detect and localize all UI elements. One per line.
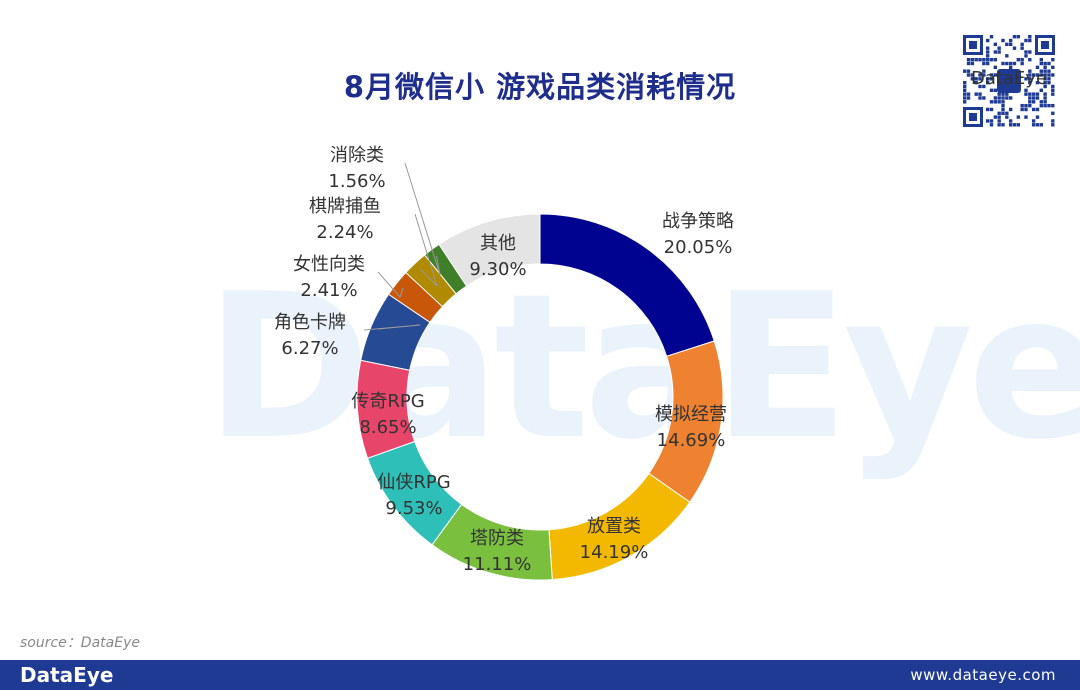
svg-text:DataEye: DataEye [971, 68, 1047, 89]
slice-label-5: 传奇RPG [351, 391, 424, 412]
slice-value-3: 11.11% [463, 554, 532, 575]
slice-10 [438, 213, 541, 287]
footer-url: www.dataeye.com [910, 666, 1056, 684]
slice-value-5: 8.65% [359, 417, 416, 438]
slice-label-1: 模拟经营 [655, 404, 727, 425]
slice-label-0: 战争策略 [662, 211, 734, 232]
slice-label-8: 棋牌捕鱼 [309, 196, 381, 217]
slice-0 [539, 213, 715, 357]
slice-label-3: 塔防类 [470, 528, 524, 549]
source-note: source：DataEye [20, 635, 140, 651]
chart-title: 8月微信小 游戏品类消耗情况 [343, 70, 737, 104]
slice-value-4: 9.53% [385, 498, 442, 519]
leader-line-6 [363, 324, 421, 331]
leader-lines-group [363, 162, 441, 331]
slice-label-2: 放置类 [587, 516, 641, 537]
slice-value-2: 14.19% [580, 542, 649, 563]
slice-value-6: 6.27% [281, 338, 338, 359]
labels-group: 战争策略 20.05% 模拟经营 14.69% 放置类 14.19% 塔防类 11.11% 仙侠… [274, 145, 734, 575]
slice-value-1: 14.69% [657, 430, 726, 451]
leader-line-8 [414, 213, 438, 287]
slice-label-7: 女性向类 [293, 254, 365, 275]
leader-line-7 [377, 271, 404, 298]
qr-code-icon: DataEye [960, 32, 1058, 130]
slice-value-0: 20.05% [664, 237, 733, 258]
slice-value-9: 1.56% [328, 171, 385, 192]
slice-value-8: 2.24% [316, 222, 373, 243]
slice-label-4: 仙侠RPG [377, 472, 450, 493]
slice-value-10: 9.30% [469, 259, 526, 280]
footer-brand: DataEye [20, 663, 114, 687]
slice-label-9: 消除类 [330, 145, 384, 166]
leader-line-9 [404, 162, 441, 276]
footer-bar: DataEye www.dataeye.com [0, 660, 1080, 690]
slice-value-7: 2.41% [300, 280, 357, 301]
slices-group [356, 213, 724, 581]
slice-label-6: 角色卡牌 [274, 312, 346, 333]
slice-label-10: 其他 [480, 233, 516, 254]
